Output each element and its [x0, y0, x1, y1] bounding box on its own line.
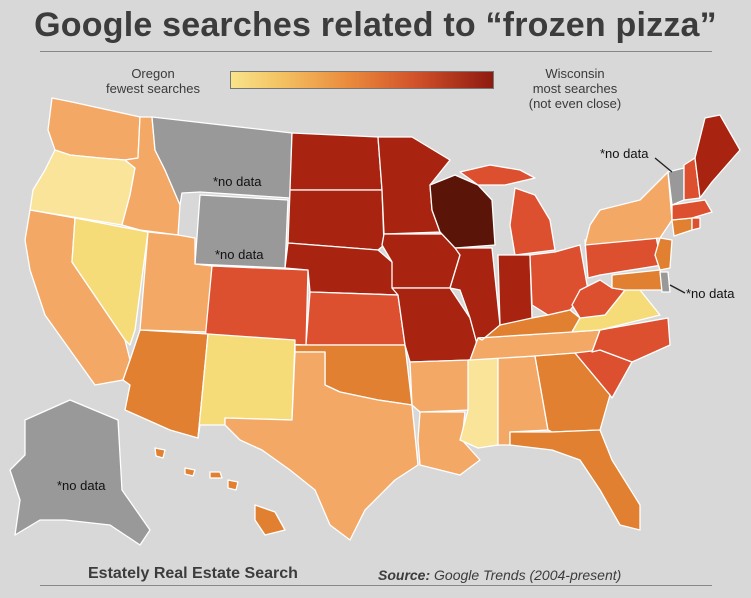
- title-divider: [40, 51, 712, 52]
- vermont-callout-line: [654, 157, 673, 173]
- no-data-label-alaska: *no data: [57, 478, 106, 493]
- no-data-label-montana: *no data: [213, 174, 262, 189]
- state-colorado: [204, 265, 309, 346]
- state-connecticut: [671, 217, 693, 237]
- delaware-callout-line: [669, 284, 686, 294]
- state-north-dakota: [289, 132, 383, 191]
- state-alaska: [9, 399, 151, 546]
- state-kansas: [305, 291, 406, 346]
- state-maine: [694, 114, 741, 199]
- footer-credit: Estately Real Estate Search: [88, 565, 298, 582]
- legend-high-desc: most searches: [532, 81, 618, 96]
- state-illinois: [449, 247, 501, 356]
- no-data-label-wyoming: *no data: [215, 247, 264, 262]
- legend-low-state: Oregon: [131, 66, 175, 81]
- state-kentucky: [477, 309, 581, 341]
- state-wisconsin: [429, 174, 496, 249]
- state-new-york: [584, 171, 673, 246]
- state-arizona: [122, 329, 209, 439]
- legend-low-label: Oregon fewest searches: [84, 66, 222, 96]
- no-data-label-vermont: *no data: [600, 146, 649, 161]
- footer-source: Source: Google Trends (2004-present): [378, 567, 621, 583]
- legend-low-desc: fewest searches: [106, 81, 200, 96]
- map-title: Google searches related to “frozen pizza…: [34, 6, 717, 44]
- state-west-virginia: [571, 279, 626, 319]
- state-delaware: [659, 271, 671, 293]
- state-iowa: [381, 233, 461, 289]
- legend-high-note: (not even close): [528, 96, 622, 111]
- state-maryland: [611, 269, 666, 291]
- source-prefix: Source:: [378, 567, 431, 583]
- state-hawaii: [154, 447, 286, 536]
- state-new-jersey: [654, 237, 673, 271]
- legend-high-label: Wisconsin most searches (not even close): [500, 66, 650, 111]
- state-florida: [509, 429, 641, 531]
- legend-high-state: Wisconsin: [545, 66, 605, 81]
- state-rhode-island: [691, 217, 701, 231]
- state-texas: [224, 351, 419, 541]
- source-text: Google Trends (2004-present): [434, 567, 622, 583]
- state-louisiana: [417, 411, 481, 476]
- state-michigan-upper: [459, 164, 536, 186]
- no-data-label-delaware: *no data: [686, 286, 735, 301]
- state-michigan-lower: [509, 187, 556, 256]
- state-south-dakota: [287, 189, 385, 251]
- legend-gradient-bar: [230, 71, 494, 89]
- footer-divider: [40, 585, 712, 586]
- state-massachusetts: [671, 199, 713, 221]
- state-washington: [47, 97, 141, 161]
